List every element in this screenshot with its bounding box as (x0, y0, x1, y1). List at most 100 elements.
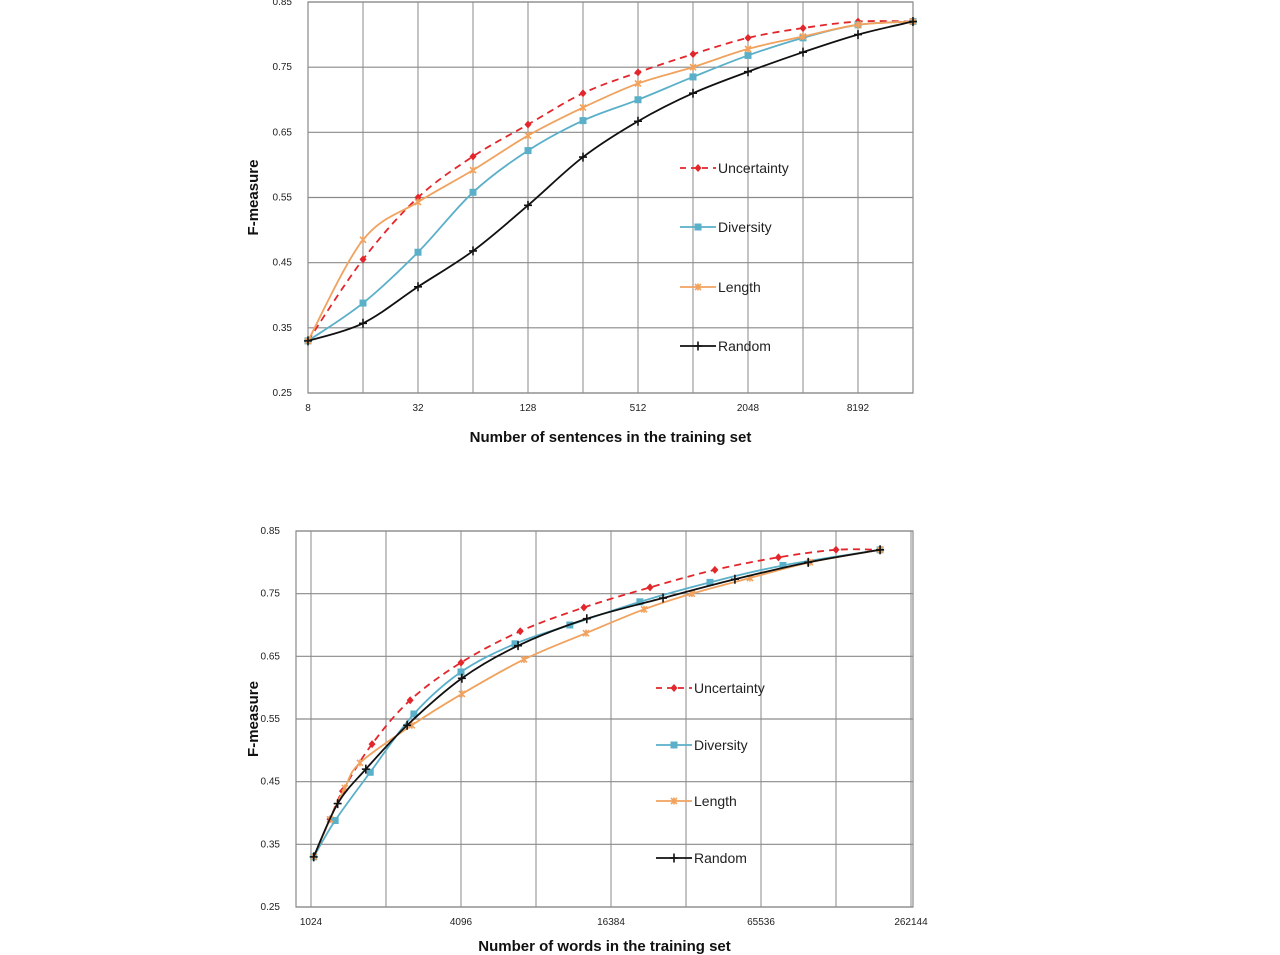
data-point (469, 152, 477, 161)
y-tick-label: 0.85 (273, 0, 293, 8)
x-axis-label: Number of sentences in the training set (470, 429, 752, 446)
legend-item-length: Length (680, 279, 761, 295)
gridlines (295, 530, 914, 908)
y-tick-label: 0.45 (273, 258, 293, 269)
y-tick-label: 0.55 (273, 193, 293, 204)
series-line (312, 548, 881, 858)
data-point (909, 17, 917, 27)
series-uncertainty (310, 545, 884, 861)
x-tick-label: 128 (520, 403, 537, 414)
data-point (646, 583, 654, 592)
data-point (457, 668, 465, 676)
legend-item-diversity: Diversity (680, 219, 772, 235)
data-point (659, 593, 668, 603)
data-point (366, 768, 374, 776)
data-point (730, 574, 739, 584)
data-point (524, 147, 532, 155)
legend-item-diversity: Diversity (656, 737, 748, 753)
data-point (744, 45, 752, 53)
data-point (410, 710, 418, 718)
y-tick-label: 0.75 (273, 62, 293, 73)
data-point (309, 852, 318, 862)
data-point (579, 117, 587, 125)
data-point (333, 799, 342, 809)
data-point (406, 696, 414, 705)
data-point (359, 255, 367, 264)
x-tick-label: 8192 (847, 403, 870, 414)
data-point (458, 690, 466, 698)
data-point (636, 598, 644, 606)
legend-marker (694, 164, 702, 172)
data-point (580, 603, 588, 612)
data-point (579, 89, 587, 98)
data-point (457, 673, 466, 683)
data-point (640, 605, 648, 613)
data-point (582, 629, 590, 637)
legend-item-random: Random (680, 338, 771, 354)
data-point (689, 50, 697, 59)
legend-label: Diversity (694, 737, 748, 753)
data-point (799, 47, 807, 57)
y-tick-label: 0.65 (273, 127, 293, 138)
x-tick-label: 1024 (300, 917, 323, 928)
x-tick-label: 4096 (450, 917, 473, 928)
data-point (414, 282, 422, 292)
legend-label: Random (718, 338, 771, 354)
data-point (469, 188, 477, 196)
data-point (689, 73, 697, 81)
series-line (307, 20, 914, 342)
series-line (312, 548, 881, 858)
data-point (361, 764, 370, 774)
data-point (469, 166, 477, 174)
x-tick-label: 262144 (894, 917, 928, 928)
legend-marker (670, 684, 678, 692)
y-tick-label: 0.35 (261, 839, 281, 850)
data-point (514, 641, 523, 651)
y-tick-label: 0.85 (261, 526, 281, 537)
x-tick-label: 8 (305, 403, 311, 414)
data-point (854, 21, 862, 29)
data-point (414, 248, 422, 256)
data-point (403, 720, 412, 730)
series-line (307, 20, 914, 342)
data-point (774, 553, 782, 562)
series-line (307, 20, 914, 342)
legend-item-uncertainty: Uncertainty (680, 160, 789, 176)
data-point (706, 578, 714, 586)
x-tick-label: 16384 (597, 917, 625, 928)
data-point (414, 198, 422, 206)
legend-marker (670, 741, 678, 749)
data-point (832, 545, 840, 554)
legend-marker (694, 283, 702, 291)
data-point (359, 299, 367, 307)
legend-label: Length (718, 279, 761, 295)
data-point (876, 545, 885, 555)
data-point (689, 63, 697, 71)
series-random (304, 17, 917, 346)
legend-item-length: Length (656, 793, 737, 809)
data-point (524, 200, 532, 210)
legend-marker (670, 853, 678, 863)
data-point (457, 658, 465, 667)
x-tick-label: 32 (412, 403, 424, 414)
y-tick-label: 0.75 (261, 589, 281, 600)
data-point (579, 104, 587, 112)
x-axis-label: Number of words in the training set (478, 938, 731, 955)
data-point (779, 561, 787, 569)
data-point (524, 120, 532, 129)
data-point (516, 627, 524, 636)
gridlines (307, 1, 914, 394)
data-point (304, 336, 312, 346)
data-point (689, 88, 697, 98)
data-point (359, 318, 367, 328)
data-point (854, 30, 862, 40)
plot-border (295, 530, 914, 908)
y-tick-label: 0.25 (261, 902, 281, 913)
y-tick-label: 0.45 (261, 777, 281, 788)
series-line (312, 548, 881, 858)
legend-marker (670, 797, 678, 805)
legend-item-random: Random (656, 850, 747, 866)
y-axis-label: F-measure (245, 681, 262, 757)
x-tick-label: 65536 (747, 917, 775, 928)
